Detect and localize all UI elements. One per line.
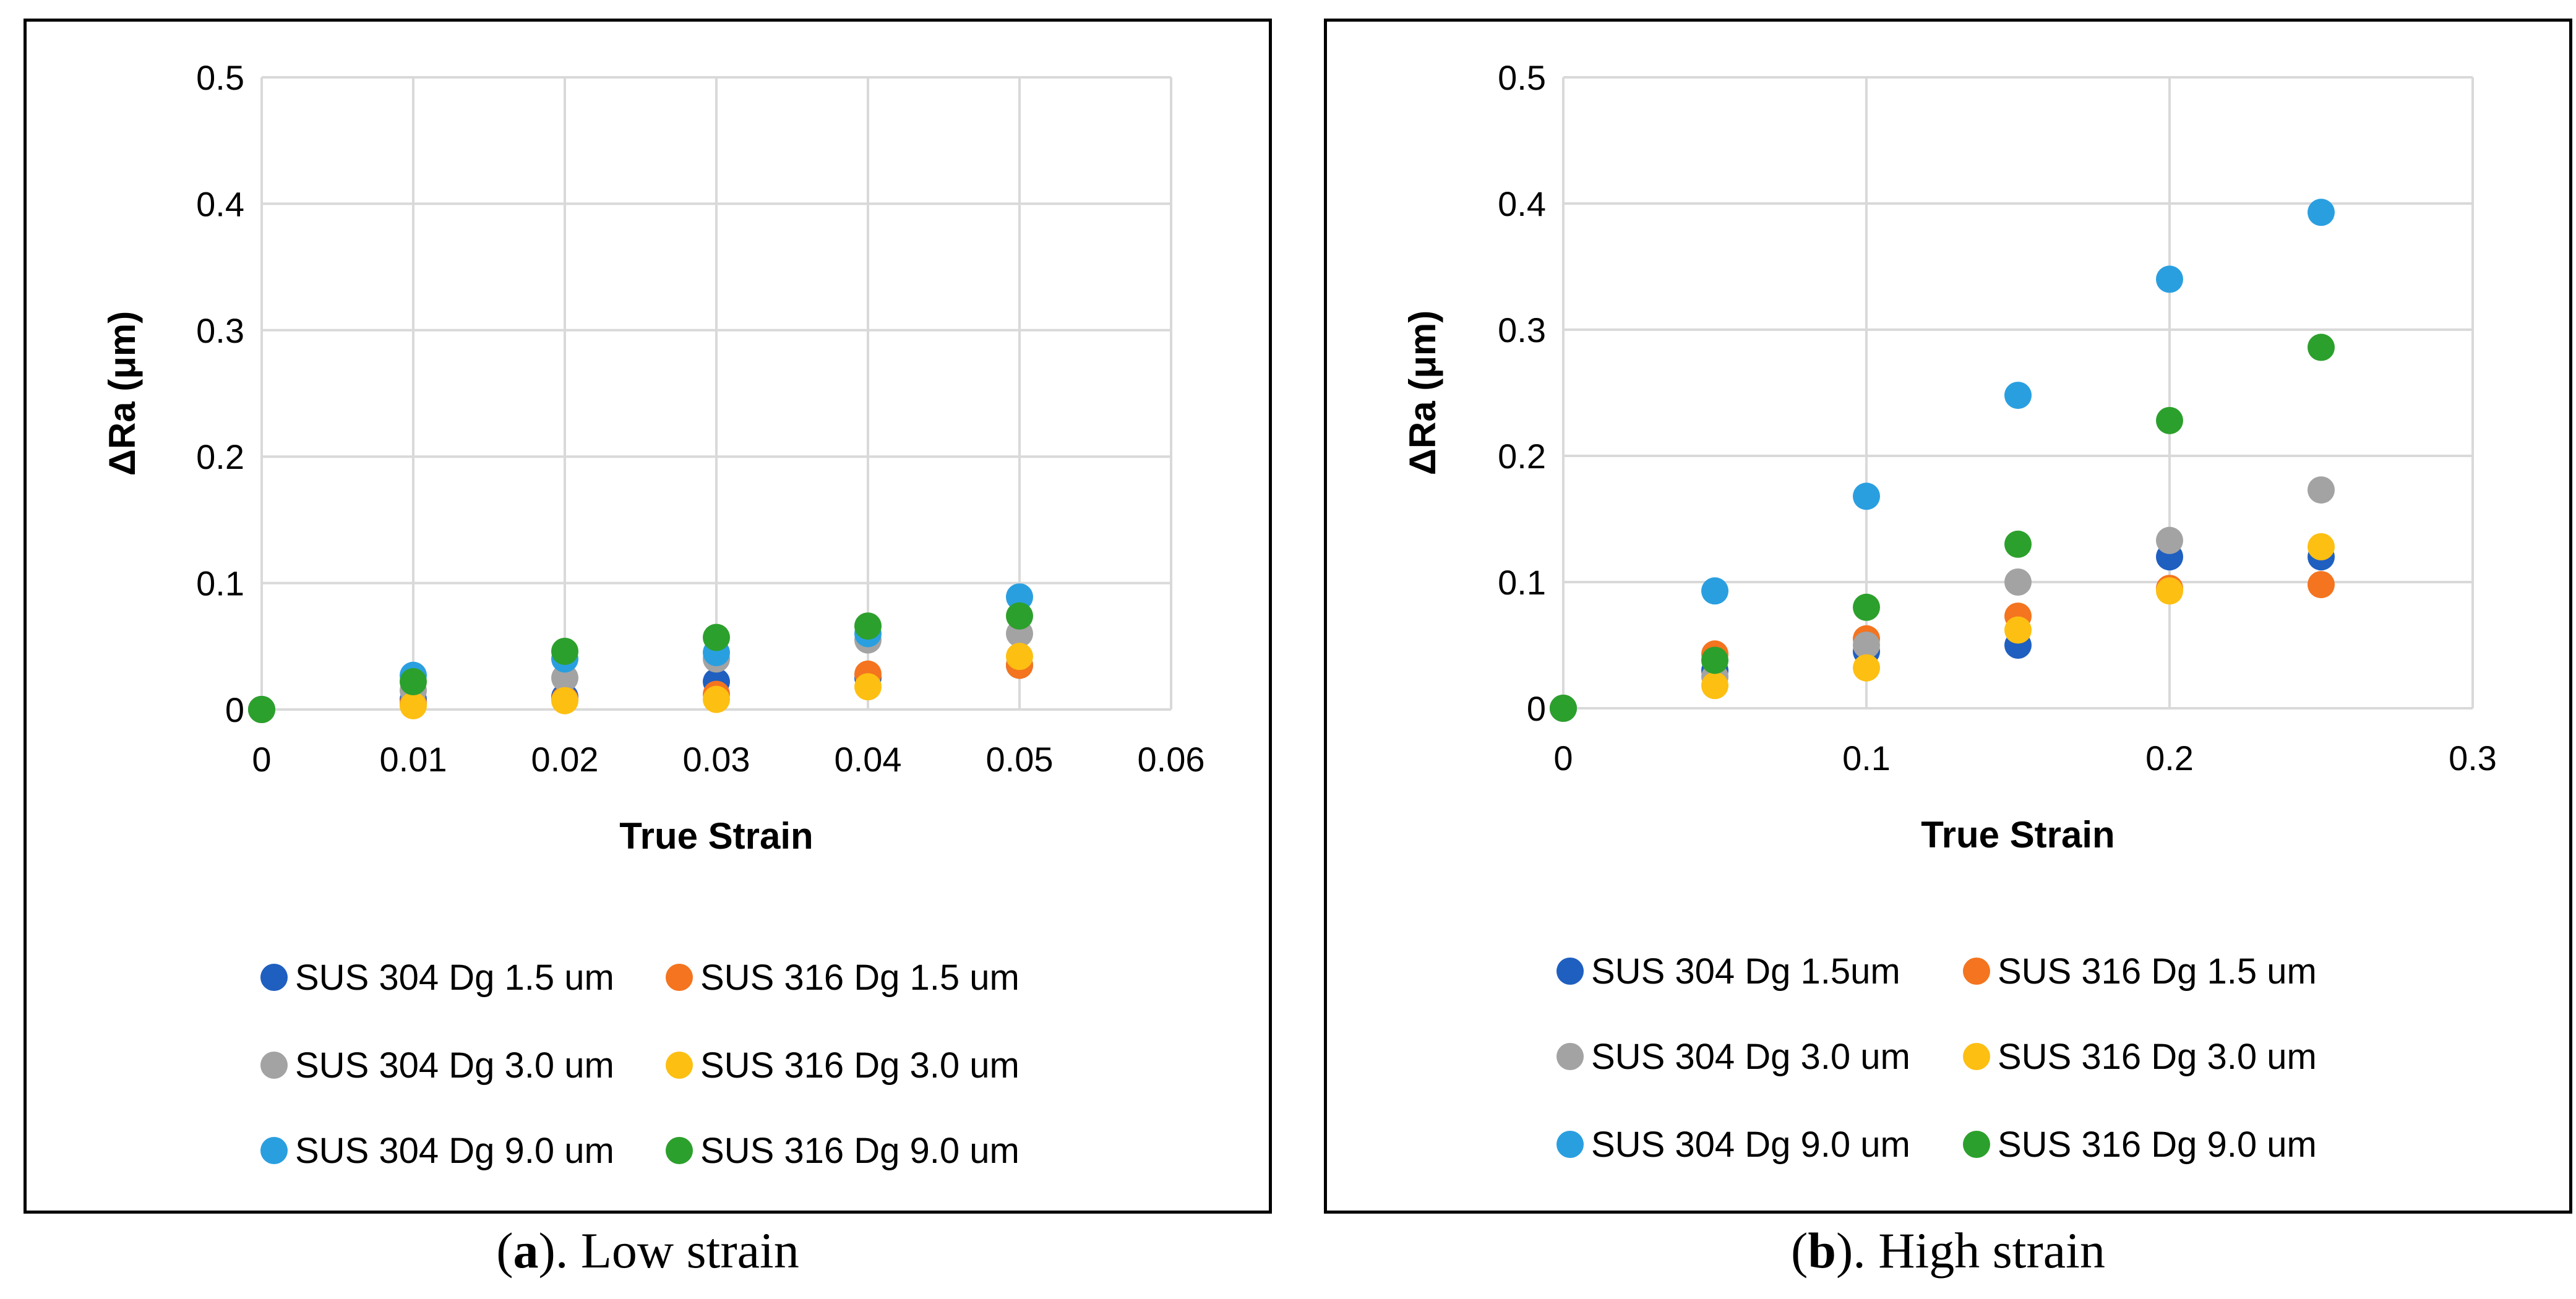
legend-marker (1556, 1043, 1584, 1070)
y-tick-label: 0 (1527, 689, 1546, 728)
data-point-sus-304-dg-9-0-um (2156, 265, 2183, 293)
legend-marker (666, 964, 693, 991)
x-axis-title: True Strain (1921, 814, 2114, 855)
data-point-sus-316-dg-9-0-um (1701, 646, 1728, 674)
data-point-sus-304-dg-3-0-um (2308, 476, 2335, 504)
legend-marker (666, 1052, 693, 1079)
data-point-sus-316-dg-9-0-um (2308, 333, 2335, 361)
x-tick-label: 0.03 (683, 740, 750, 779)
data-point-sus-316-dg-9-0-um (248, 696, 275, 723)
x-tick-label: 0 (252, 740, 271, 779)
y-tick-label: 0.3 (196, 311, 244, 350)
data-point-sus-304-dg-3-0-um (1853, 632, 1880, 659)
caption-letter: a (513, 1222, 539, 1279)
legend-label: SUS 304 Dg 3.0 um (295, 1045, 614, 1086)
caption-text: . High strain (1853, 1222, 2105, 1279)
x-tick-label: 0.1 (1842, 739, 1891, 778)
legend-marker (1963, 958, 1990, 985)
legend-marker (1556, 1131, 1584, 1158)
x-tick-label: 0.01 (380, 740, 447, 779)
data-point-sus-304-dg-9-0-um (1701, 577, 1728, 605)
data-point-sus-316-dg-9-0-um (1550, 695, 1577, 722)
y-tick-label: 0.3 (1498, 311, 1546, 349)
legend-label: SUS 304 Dg 9.0 um (1591, 1125, 1910, 1165)
x-tick-label: 0.3 (2449, 739, 2497, 778)
data-point-sus-304-dg-3-0-um (2004, 568, 2032, 596)
data-point-sus-316-dg-3-0-um (551, 687, 578, 714)
y-tick-label: 0.2 (196, 437, 244, 476)
legend-label: SUS 304 Dg 1.5um (1591, 951, 1900, 992)
x-tick-label: 0.04 (835, 740, 902, 779)
data-point-sus-316-dg-3-0-um (2004, 616, 2032, 644)
data-point-sus-316-dg-9-0-um (703, 624, 730, 651)
legend-label: SUS 316 Dg 3.0 um (700, 1045, 1020, 1086)
y-tick-label: 0.2 (1498, 437, 1546, 476)
caption-open-paren: ( (1791, 1222, 1808, 1279)
data-point-sus-316-dg-9-0-um (854, 612, 882, 640)
legend-label: SUS 316 Dg 1.5 um (700, 958, 1020, 998)
legend-marker (1963, 1131, 1990, 1158)
data-point-sus-304-dg-9-0-um (2004, 382, 2032, 409)
data-point-sus-316-dg-9-0-um (1006, 602, 1033, 630)
data-point-sus-316-dg-1-5-um (2308, 571, 2335, 599)
legend-marker (666, 1137, 693, 1164)
x-tick-label: 0.2 (2145, 739, 2194, 778)
legend-label: SUS 316 Dg 9.0 um (1998, 1125, 2317, 1165)
legend-label: SUS 304 Dg 9.0 um (295, 1131, 614, 1171)
legend-label: SUS 316 Dg 1.5 um (1998, 951, 2317, 992)
chart-panel-high-strain: 0 0.1 0.2 0.3 0.4 0.5 0 0.1 0.2 0.3 True Strain ΔRa… (1324, 19, 2572, 1214)
legend-label: SUS 304 Dg 1.5 um (295, 958, 614, 998)
data-point-sus-316-dg-3-0-um (2308, 533, 2335, 560)
x-axis-title: True Strain (619, 815, 813, 857)
caption-low-strain: (a). Low strain (496, 1222, 799, 1279)
data-point-sus-316-dg-3-0-um (703, 685, 730, 713)
data-point-sus-316-dg-3-0-um (854, 673, 882, 701)
chart-panel-low-strain: 0 0.1 0.2 0.3 0.4 0.5 0 0.01 0.02 0.03 0.04 0.05 0.0… (24, 19, 1272, 1214)
legend-label: SUS 304 Dg 3.0 um (1591, 1037, 1910, 1077)
chart-high-strain: 0 0.1 0.2 0.3 0.4 0.5 0 0.1 0.2 0.3 True Strain ΔRa… (1402, 58, 2497, 1165)
caption-text: . Low strain (555, 1222, 799, 1279)
data-point-sus-304-dg-9-0-um (1006, 583, 1033, 611)
y-axis-title: ΔRa (μm) (1402, 311, 1443, 476)
legend-marker (260, 1137, 288, 1164)
x-tick-label: 0 (1553, 739, 1573, 778)
legend-marker (260, 964, 288, 991)
caption-letter: b (1808, 1222, 1836, 1279)
data-point-sus-316-dg-9-0-um (1853, 593, 1880, 621)
data-point-sus-316-dg-9-0-um (2156, 406, 2183, 434)
data-point-sus-316-dg-3-0-um (1853, 654, 1880, 682)
y-tick-label: 0.4 (196, 184, 244, 223)
data-point-sus-316-dg-9-0-um (551, 637, 578, 665)
chart-low-strain: 0 0.1 0.2 0.3 0.4 0.5 0 0.01 0.02 0.03 0.04 0.05 0.0… (101, 58, 1205, 1171)
y-tick-label: 0.5 (1498, 58, 1546, 97)
y-tick-label: 0.1 (1498, 563, 1546, 602)
legend-label: SUS 316 Dg 9.0 um (700, 1131, 1020, 1171)
data-point-sus-316-dg-9-0-um (2004, 530, 2032, 558)
data-point-sus-304-dg-9-0-um (1853, 482, 1880, 510)
caption-high-strain: (b). High strain (1791, 1222, 2105, 1279)
y-tick-label: 0.5 (196, 58, 244, 97)
legend-marker (1963, 1043, 1990, 1070)
x-tick-label: 0.06 (1138, 740, 1205, 779)
y-axis-title: ΔRa (μm) (101, 311, 143, 476)
legend-marker (1556, 958, 1584, 985)
caption-open-paren: ( (496, 1222, 513, 1279)
data-point-sus-316-dg-3-0-um (400, 692, 427, 719)
x-tick-label: 0.05 (986, 740, 1054, 779)
legend-label: SUS 316 Dg 3.0 um (1998, 1037, 2317, 1077)
data-point-sus-316-dg-3-0-um (2156, 577, 2183, 605)
data-point-sus-316-dg-3-0-um (1701, 672, 1728, 700)
data-point-sus-316-dg-3-0-um (1006, 643, 1033, 671)
legend-marker (260, 1052, 288, 1079)
y-tick-label: 0.4 (1498, 184, 1546, 223)
data-point-sus-304-dg-9-0-um (2308, 199, 2335, 226)
data-point-sus-316-dg-9-0-um (400, 668, 427, 696)
x-tick-label: 0.02 (531, 740, 599, 779)
data-point-sus-304-dg-3-0-um (2156, 526, 2183, 554)
y-tick-label: 0 (225, 690, 244, 729)
y-tick-label: 0.1 (196, 564, 244, 603)
data-point-sus-304-dg-3-0-um (551, 664, 578, 692)
